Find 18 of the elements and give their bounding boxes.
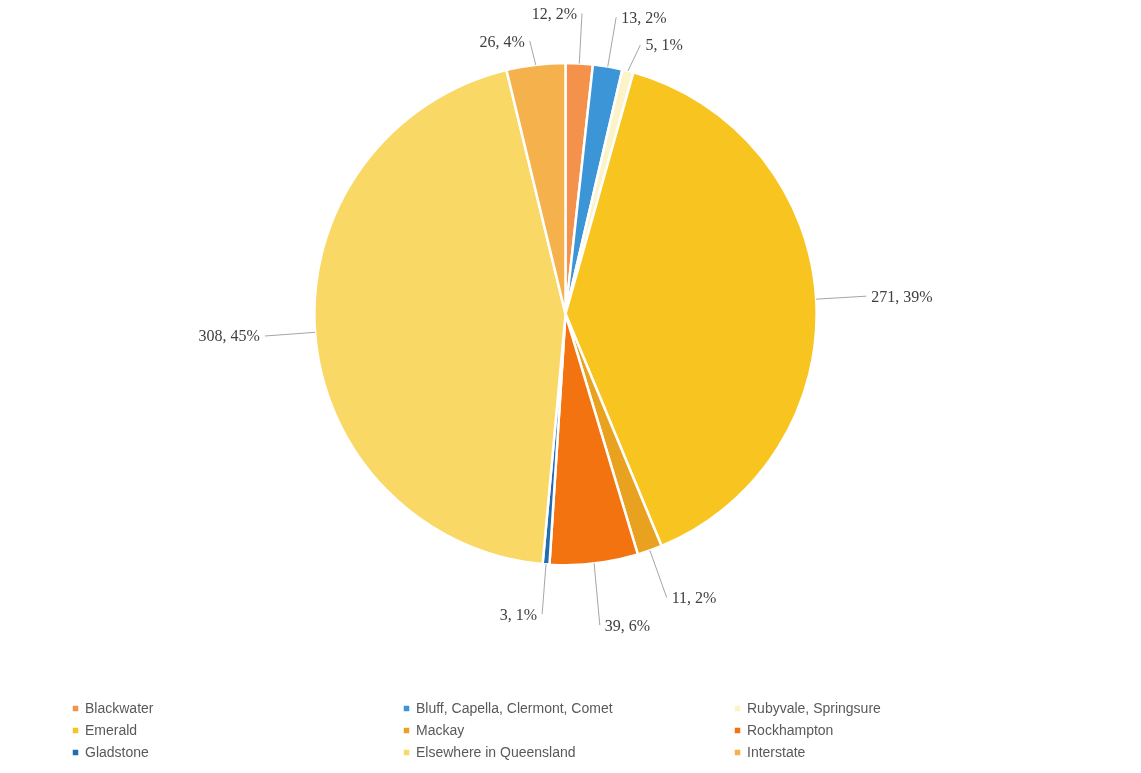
data-label: 11, 2% [671,589,717,607]
data-label: 308, 45% [198,327,260,345]
legend-label: Rubyvale, Springsure [747,700,882,716]
legend-label: Elsewhere in Queensland [416,744,577,760]
legend-label: Gladstone [85,744,150,760]
data-label: 13, 2% [621,8,667,26]
legend-label: Bluff, Capella, Clermont, Comet [416,700,614,716]
legend-label: Mackay [416,722,466,738]
data-label: 271, 39% [871,287,933,305]
data-label: 3, 1% [499,605,538,623]
legend-label: Rockhampton [747,722,835,738]
data-label: 26, 4% [479,32,525,50]
data-label: 39, 6% [604,616,651,634]
legend-label: Interstate [747,744,807,760]
data-label: 5, 1% [645,36,683,54]
data-label: 12, 2% [531,4,577,22]
legend-label: Emerald [85,722,139,738]
legend-label: Blackwater [85,700,155,716]
